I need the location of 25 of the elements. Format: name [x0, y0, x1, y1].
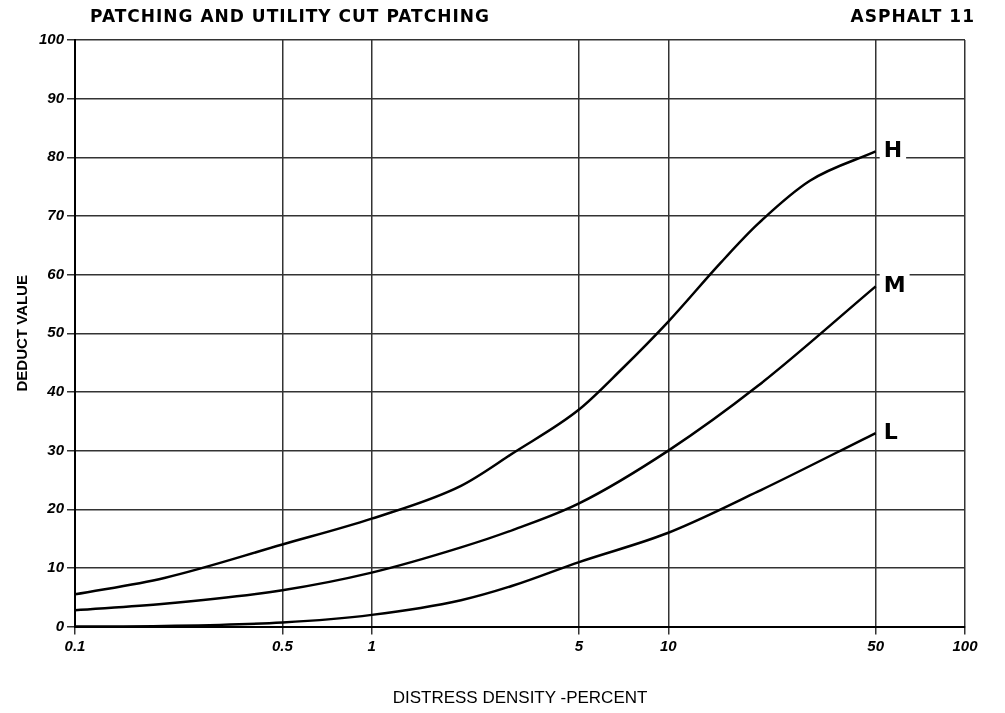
series-label: M	[883, 272, 906, 298]
x-tick-label: 1	[367, 636, 376, 654]
x-tick-label: 10	[660, 636, 678, 654]
x-tick-label: 0.1	[64, 636, 86, 654]
y-tick-label: 90	[47, 88, 65, 106]
y-tick-label: 0	[55, 616, 65, 634]
y-tick-label: 40	[46, 382, 65, 400]
series-label: H	[883, 137, 903, 163]
y-tick-label: 30	[47, 440, 65, 458]
y-tick-label: 20	[46, 499, 65, 517]
y-tick-label: 10	[47, 558, 65, 576]
x-tick-label: 100	[952, 636, 979, 654]
x-tick-label: 50	[867, 636, 885, 654]
y-tick-label: 70	[47, 206, 65, 224]
x-tick-label: 0.5	[271, 636, 294, 654]
chart-subtitle: ASPHALT 11	[850, 6, 975, 26]
y-tick-label: 60	[47, 264, 65, 282]
x-tick-label: 5	[574, 636, 584, 654]
y-tick-label: 100	[39, 30, 65, 48]
y-axis-title: DEDUCT VALUE	[13, 275, 31, 392]
chart-title: PATCHING AND UTILITY CUT PATCHING	[90, 6, 490, 26]
y-tick-label: 50	[47, 323, 65, 341]
x-axis-title: DISTRESS DENSITY -PERCENT	[392, 688, 648, 708]
series-label: L	[883, 418, 898, 444]
y-tick-label: 80	[47, 147, 65, 165]
